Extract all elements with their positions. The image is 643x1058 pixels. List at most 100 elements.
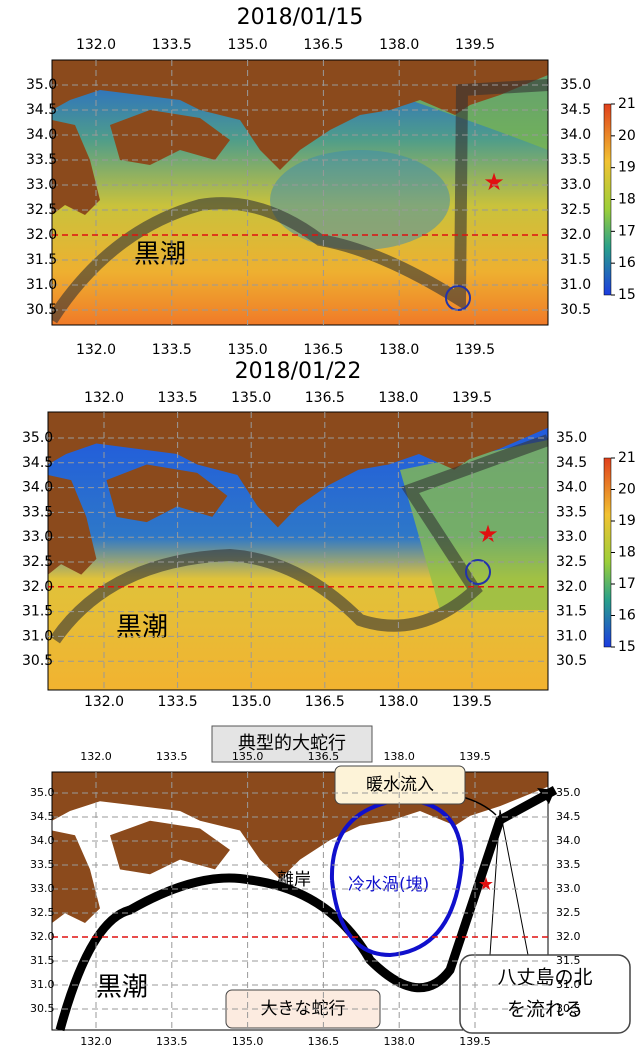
colorbar-label: 16 (618, 608, 636, 624)
y-tick-label: 34.0 (556, 834, 581, 847)
colorbar-label: 17 (618, 576, 636, 592)
x-tick-label: 136.5 (303, 342, 343, 358)
y-tick-label: 32.0 (26, 227, 57, 243)
y-tick-label: 32.0 (556, 930, 581, 943)
panel-title: 2018/01/15 (237, 5, 364, 30)
y-tick-label: 33.0 (22, 529, 53, 545)
star: ★ (483, 168, 505, 196)
colorbar-label: 19 (618, 513, 636, 529)
kuroshio-label: 黒潮 (96, 973, 148, 1003)
colorbar-label: 17 (618, 223, 636, 239)
y-tick-label: 32.5 (556, 906, 581, 919)
y-tick-label: 31.0 (560, 277, 591, 293)
y-tick-label: 31.5 (556, 604, 587, 620)
x-tick-label: 133.5 (152, 37, 192, 53)
y-tick-label: 30.5 (560, 302, 591, 318)
colorbar-label: 19 (618, 160, 636, 176)
x-tick-label: 138.0 (378, 694, 418, 710)
x-tick-label: 136.5 (305, 694, 345, 710)
y-tick-label: 35.0 (30, 786, 55, 799)
y-tick-label: 33.5 (556, 858, 581, 871)
y-tick-label: 32.5 (560, 202, 591, 218)
x-tick-label: 139.5 (452, 390, 492, 406)
y-tick-label: 33.5 (26, 152, 57, 168)
y-tick-label: 35.0 (26, 77, 57, 93)
y-tick-label: 34.0 (26, 127, 57, 143)
x-tick-label: 136.5 (303, 37, 343, 53)
y-tick-label: 32.5 (556, 554, 587, 570)
y-tick-label: 32.5 (30, 906, 55, 919)
y-tick-label: 33.0 (560, 177, 591, 193)
x-tick-label: 133.5 (158, 390, 198, 406)
y-tick-label: 34.0 (560, 127, 591, 143)
y-tick-label: 31.0 (556, 978, 581, 991)
y-tick-label: 34.5 (556, 455, 587, 471)
x-tick-label: 135.0 (232, 1035, 264, 1048)
colorbar-label: 15 (618, 639, 636, 655)
y-tick-label: 35.0 (22, 430, 53, 446)
star: ★ (477, 520, 499, 548)
y-tick-label: 35.0 (560, 77, 591, 93)
y-tick-label: 31.0 (22, 628, 53, 644)
annotation: 八丈島の北 (497, 967, 592, 989)
svg-text:★: ★ (478, 874, 494, 895)
y-tick-label: 33.0 (30, 882, 55, 895)
y-tick-label: 33.5 (556, 504, 587, 520)
y-tick-label: 33.0 (556, 529, 587, 545)
y-tick-label: 33.5 (560, 152, 591, 168)
sst-map (48, 412, 548, 690)
y-tick-label: 31.0 (556, 628, 587, 644)
x-tick-label: 133.5 (156, 750, 188, 763)
sst-map (52, 60, 548, 325)
colorbar-label: 20 (618, 482, 636, 498)
x-tick-label: 138.0 (383, 750, 415, 763)
colorbar-label: 21 (618, 96, 636, 112)
kuroshio-label: 黒潮 (134, 240, 186, 270)
y-tick-label: 34.5 (26, 102, 57, 118)
y-tick-label: 30.5 (30, 1002, 55, 1015)
x-tick-label: 133.5 (152, 342, 192, 358)
y-tick-label: 30.5 (22, 653, 53, 669)
annotation: 離岸 (277, 870, 311, 890)
colorbar-label: 18 (618, 192, 636, 208)
y-tick-label: 33.0 (26, 177, 57, 193)
x-tick-label: 139.5 (455, 37, 495, 53)
x-tick-label: 139.5 (459, 750, 491, 763)
y-tick-label: 32.0 (556, 579, 587, 595)
x-tick-label: 132.0 (80, 750, 112, 763)
y-tick-label: 31.5 (560, 252, 591, 268)
cold-eddy (329, 797, 465, 958)
colorbar-label: 21 (618, 450, 636, 466)
y-tick-label: 31.5 (30, 954, 55, 967)
kuroshio-label: 黒潮 (116, 613, 168, 643)
y-tick-label: 35.0 (556, 786, 581, 799)
x-tick-label: 139.5 (455, 342, 495, 358)
diagram-title: 典型的大蛇行 (238, 733, 346, 754)
y-tick-label: 32.0 (560, 227, 591, 243)
y-tick-label: 30.5 (556, 1002, 581, 1015)
annotation: 暖水流入 (366, 775, 434, 795)
y-tick-label: 31.5 (26, 252, 57, 268)
y-tick-label: 34.5 (556, 810, 581, 823)
x-tick-label: 139.5 (452, 694, 492, 710)
y-tick-label: 34.5 (30, 810, 55, 823)
x-tick-label: 138.0 (379, 342, 419, 358)
y-tick-label: 31.0 (26, 277, 57, 293)
y-tick-label: 30.5 (556, 653, 587, 669)
y-tick-label: 33.5 (30, 858, 55, 871)
x-tick-label: 133.5 (158, 694, 198, 710)
y-tick-label: 34.5 (560, 102, 591, 118)
y-tick-label: 32.0 (30, 930, 55, 943)
y-tick-label: 34.0 (556, 480, 587, 496)
y-tick-label: 34.5 (22, 455, 53, 471)
y-tick-label: 32.5 (26, 202, 57, 218)
y-tick-label: 33.0 (556, 882, 581, 895)
title-box (211, 725, 373, 763)
x-tick-label: 132.0 (84, 694, 124, 710)
x-tick-label: 139.5 (459, 1035, 491, 1048)
x-tick-label: 135.0 (231, 390, 271, 406)
y-tick-label: 34.0 (22, 480, 53, 496)
y-tick-label: 32.0 (22, 579, 53, 595)
x-tick-label: 135.0 (228, 342, 268, 358)
colorbar-label: 15 (618, 287, 636, 303)
